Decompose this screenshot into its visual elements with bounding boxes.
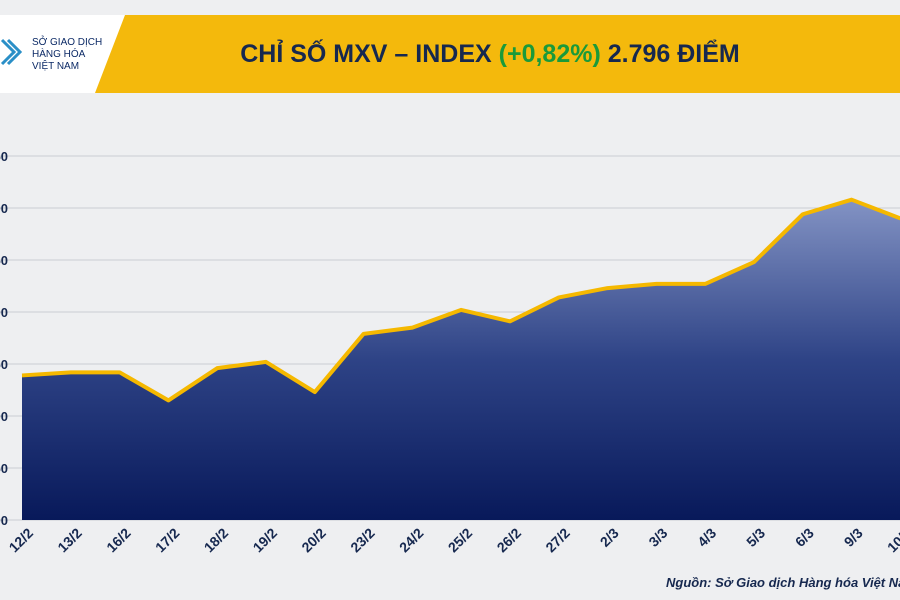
title-change: (+0,82%) <box>499 40 601 68</box>
y-tick-label: 2550 <box>0 461 8 476</box>
logo-text: SỞ GIAO DỊCH <box>32 35 102 48</box>
line <box>21 197 900 403</box>
source-note: Nguồn: Sở Giao dịch Hàng hóa Việt Nam <box>666 575 900 590</box>
area-fill <box>22 199 900 520</box>
header-band <box>0 15 900 93</box>
y-tick-label: 2650 <box>0 357 8 372</box>
y-tick-label: 2750 <box>0 253 8 268</box>
y-tick-label: 2500 <box>0 513 8 528</box>
y-tick-label: 2850 <box>0 149 8 164</box>
logo-mark <box>0 38 23 66</box>
title-text: CHỈ SỐ MXV – INDEX <box>240 38 492 68</box>
chart-title: CHỈ SỐ MXV – INDEX (+0,82%) 2.796 ĐIỂM <box>240 38 740 68</box>
y-tick-label: 2800 <box>0 201 8 216</box>
logo-text: VIỆT NAM <box>32 59 79 72</box>
y-tick-label: 2700 <box>0 305 8 320</box>
y-tick-label: 2600 <box>0 409 8 424</box>
logo-text: HÀNG HÓA <box>32 47 86 60</box>
logo-panel <box>0 15 125 93</box>
title-value: 2.796 ĐIỂM <box>608 39 740 68</box>
